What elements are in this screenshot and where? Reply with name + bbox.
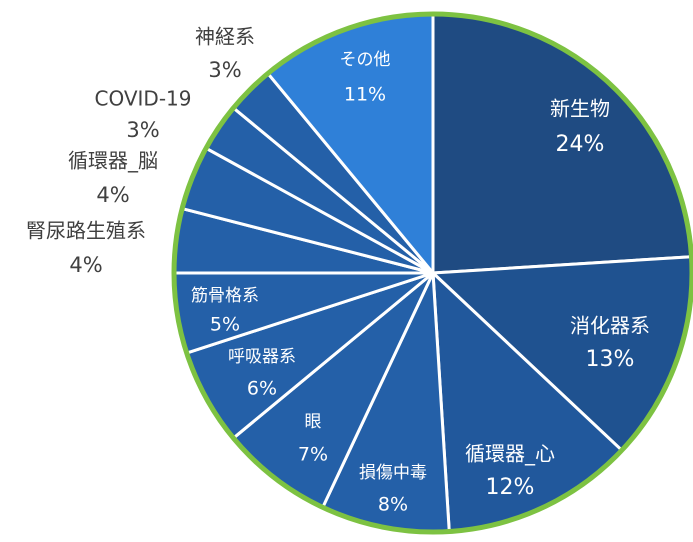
slice-value: 4%	[69, 253, 102, 277]
slice-value: 24%	[556, 132, 605, 157]
slice-label: 眼	[305, 412, 322, 432]
slice-value: 5%	[210, 314, 240, 336]
slice-label: 神経系	[195, 25, 255, 49]
slice-label: その他	[340, 50, 391, 70]
slice-label: 循環器_脳	[68, 149, 158, 173]
slice-value: 7%	[298, 444, 328, 466]
slice-label: 呼吸器系	[228, 347, 296, 367]
slice-value: 3%	[208, 58, 241, 82]
slice-label: 新生物	[550, 97, 610, 121]
slice-label: 損傷中毒	[359, 463, 427, 483]
slice-value: 11%	[344, 84, 386, 106]
slice-label: 循環器_心	[465, 442, 555, 466]
slice-label: 消化器系	[570, 314, 650, 338]
pie-outline	[171, 11, 693, 535]
slice-label: 腎尿路生殖系	[26, 219, 146, 243]
slice-value: 4%	[96, 183, 129, 207]
slice-value: 13%	[586, 347, 635, 372]
slice-value: 8%	[378, 494, 408, 516]
slice-value: 6%	[247, 378, 277, 400]
slice-value: 3%	[126, 118, 159, 142]
slice-value: 12%	[486, 475, 535, 500]
slice-label: COVID-19	[94, 87, 191, 111]
slice-label: 筋骨格系	[191, 286, 259, 306]
